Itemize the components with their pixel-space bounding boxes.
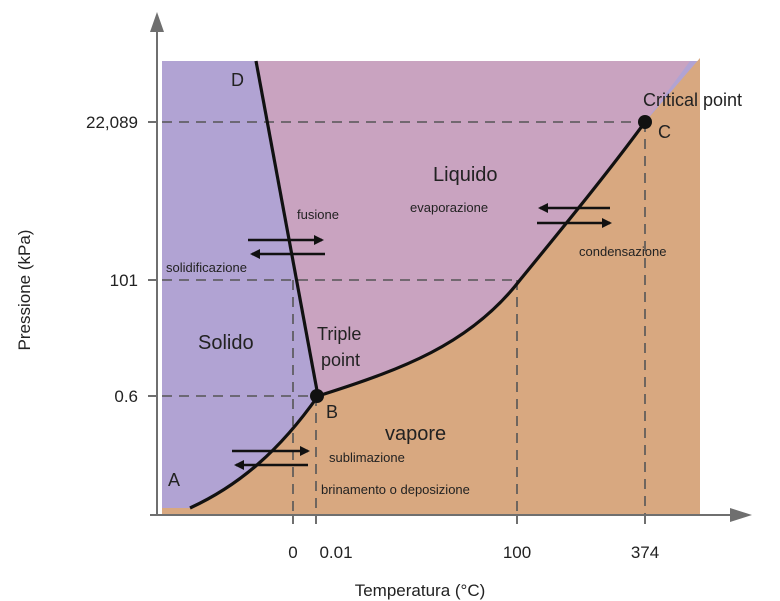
x-tick-label: 374	[631, 543, 659, 562]
evaporation-label: evaporazione	[410, 200, 488, 215]
critical-point-marker	[638, 115, 652, 129]
x-tick-label: 0	[288, 543, 297, 562]
dashed-reference-lines	[162, 121, 646, 515]
point-label-b: B	[326, 402, 338, 422]
liquid-region	[256, 61, 690, 396]
sublimation-label: sublimazione	[329, 450, 405, 465]
condensation-label: condensazione	[579, 244, 666, 259]
vaporization-curve	[317, 121, 647, 398]
deposition-label: brinamento o deposizione	[321, 482, 470, 497]
axes	[148, 12, 752, 524]
fusion-label: fusione	[297, 207, 339, 222]
vapor-region	[162, 58, 700, 515]
y-axis-title: Pressione (kPa)	[15, 230, 34, 351]
point-label-c: C	[658, 122, 671, 142]
x-tick-label: 100	[503, 543, 531, 562]
triple-point-label-line2: point	[321, 350, 360, 370]
phase-boundaries	[189, 60, 647, 510]
y-tick-label: 0.6	[114, 387, 138, 406]
liquid-region-label: Liquido	[433, 164, 498, 186]
solid-region-label: Solido	[198, 332, 254, 354]
fusion-curve	[254, 60, 320, 397]
x-axis-title: Temperatura (°C)	[355, 581, 486, 600]
y-tick-label: 101	[110, 271, 138, 290]
transition-arrows	[232, 203, 612, 470]
triple-point-label-line1: Triple	[317, 324, 361, 344]
point-label-a: A	[168, 470, 180, 490]
critical-point-label: Critical point	[643, 90, 742, 110]
x-tick-label: 0.01	[319, 543, 352, 562]
y-tick-label: 22,089	[86, 113, 138, 132]
point-label-d: D	[231, 70, 244, 90]
x-axis-arrow	[730, 508, 752, 522]
sublimation-curve	[189, 395, 320, 510]
y-axis-arrow	[150, 12, 164, 32]
solidification-label: solidificazione	[166, 260, 247, 275]
vapor-region-label: vapore	[385, 423, 446, 445]
triple-point-marker	[310, 389, 324, 403]
